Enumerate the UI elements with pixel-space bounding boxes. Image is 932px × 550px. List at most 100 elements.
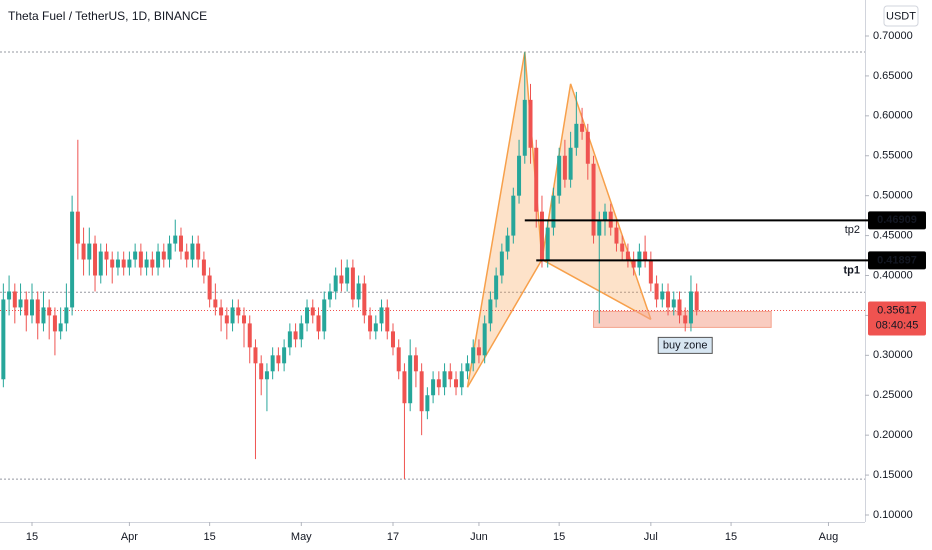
candle-body xyxy=(454,379,459,388)
candle-body xyxy=(494,275,499,300)
candle-body xyxy=(339,275,344,284)
candle-body xyxy=(1,299,6,380)
y-tick-label: 0.10000 xyxy=(873,509,913,521)
candle-body xyxy=(688,291,693,324)
candle-body xyxy=(545,227,550,260)
candle-body xyxy=(47,307,52,316)
y-tick-label: 0.65000 xyxy=(873,70,913,82)
last-price-label: 0.35617 xyxy=(877,304,917,316)
candle-body xyxy=(167,243,172,260)
candle-body xyxy=(184,251,189,260)
candle-body xyxy=(35,299,40,324)
candle-body xyxy=(327,291,332,300)
candle-body xyxy=(614,227,619,244)
y-tick-label: 0.40000 xyxy=(873,269,913,281)
candle-body xyxy=(247,323,252,348)
candle-body xyxy=(557,155,562,196)
candle-body xyxy=(442,371,447,388)
candle-body xyxy=(201,259,206,276)
candle-body xyxy=(253,347,258,364)
chart-title: Theta Fuel / TetherUS, 1D, BINANCE xyxy=(8,9,207,23)
x-tick-label: 17 xyxy=(387,531,399,543)
candle-body xyxy=(459,371,464,388)
candle-body xyxy=(98,251,103,276)
candle-body xyxy=(121,259,126,268)
candle-body xyxy=(7,291,12,300)
y-tick-label: 0.70000 xyxy=(873,30,913,42)
candle-body xyxy=(161,251,166,260)
candle-body xyxy=(18,299,23,308)
candle-body xyxy=(368,315,373,332)
candle-body xyxy=(230,307,235,324)
candle-body xyxy=(522,99,527,156)
candle-body xyxy=(654,283,659,300)
candle-body xyxy=(419,371,424,412)
candle-body xyxy=(350,267,355,300)
candle-body xyxy=(631,259,636,268)
candle-body xyxy=(499,251,504,276)
candle-body xyxy=(534,147,539,212)
candle-body xyxy=(390,331,395,348)
candle-body xyxy=(580,123,585,132)
candle-body xyxy=(276,355,281,364)
candle-body xyxy=(396,347,401,372)
candle-body xyxy=(694,291,699,311)
candle-body xyxy=(373,323,378,332)
candle-body xyxy=(236,307,241,316)
candle-body xyxy=(413,355,418,372)
x-tick-label: Aug xyxy=(819,531,839,543)
currency-button[interactable] xyxy=(883,5,919,27)
buy-zone xyxy=(593,310,772,328)
candle-body xyxy=(213,299,218,308)
candle-body xyxy=(643,251,648,260)
candle-body xyxy=(660,291,665,300)
candle-body xyxy=(539,211,544,260)
candle-body xyxy=(620,243,625,252)
candle-body xyxy=(173,235,178,244)
candle-body xyxy=(648,259,653,284)
candle-body xyxy=(219,307,224,316)
candle-body xyxy=(488,299,493,324)
candle-body xyxy=(671,299,676,308)
candle-body xyxy=(138,251,143,268)
candle-body xyxy=(110,259,115,268)
x-tick-label: Apr xyxy=(121,531,138,543)
candle-body xyxy=(448,371,453,380)
candle-body xyxy=(24,299,29,316)
target-name: tp1 xyxy=(844,264,861,276)
currency[interactable]: USDT xyxy=(886,10,916,22)
x-tick-label: 15 xyxy=(725,531,737,543)
candle-body xyxy=(568,147,573,180)
y-tick-label: 0.30000 xyxy=(873,349,913,361)
candle-body xyxy=(316,315,321,332)
candle-body xyxy=(264,371,269,380)
candle-body xyxy=(133,251,138,260)
candle-body xyxy=(299,323,304,340)
candle-body xyxy=(190,243,195,260)
candle-body xyxy=(379,307,384,324)
plot: buy zone xyxy=(0,51,925,480)
candle-body xyxy=(87,243,92,260)
candle-body xyxy=(677,299,682,316)
target-price: 0.41897 xyxy=(877,254,917,266)
candle-body xyxy=(115,259,120,268)
x-tick-label: 15 xyxy=(26,531,38,543)
countdown: 08:40:45 xyxy=(876,319,919,331)
candle-body xyxy=(517,155,522,196)
candle-body xyxy=(70,211,75,308)
candle-body xyxy=(282,347,287,364)
y-tick-label: 0.15000 xyxy=(873,469,913,481)
candle-body xyxy=(625,251,630,260)
candle-body xyxy=(41,307,46,324)
candle-body xyxy=(597,219,602,236)
candle-body xyxy=(81,243,86,260)
candle-body xyxy=(436,379,441,388)
candle-body xyxy=(104,251,109,260)
candle-body xyxy=(585,131,590,164)
candle-body xyxy=(591,163,596,236)
y-tick-label: 0.25000 xyxy=(873,389,913,401)
candle-body xyxy=(144,259,149,268)
target-price-box xyxy=(868,251,926,270)
